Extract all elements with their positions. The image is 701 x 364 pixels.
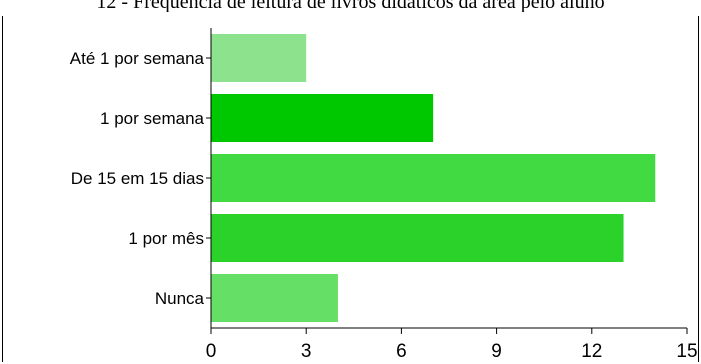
category-label-3: 1 por mês bbox=[128, 229, 204, 248]
x-tick-label-5: 15 bbox=[676, 341, 697, 362]
x-tick-label-4: 12 bbox=[581, 341, 602, 362]
category-label-0: Até 1 por semana bbox=[70, 49, 205, 68]
bar-1 bbox=[211, 94, 434, 142]
x-tick-label-2: 6 bbox=[396, 341, 407, 362]
figure-caption: 12 - Frequência de leitura de livros did… bbox=[96, 0, 605, 12]
bar-2 bbox=[211, 154, 656, 202]
x-tick-label-3: 9 bbox=[491, 341, 502, 362]
x-tick-label-0: 0 bbox=[206, 341, 217, 362]
bar-0 bbox=[211, 34, 307, 82]
bar-4 bbox=[211, 274, 338, 322]
category-label-1: 1 por semana bbox=[100, 109, 204, 128]
chart-frame bbox=[2, 16, 699, 362]
category-label-2: De 15 em 15 dias bbox=[71, 169, 204, 188]
x-tick-label-1: 3 bbox=[301, 341, 312, 362]
category-label-4: Nunca bbox=[155, 289, 205, 308]
bar-3 bbox=[211, 214, 624, 262]
